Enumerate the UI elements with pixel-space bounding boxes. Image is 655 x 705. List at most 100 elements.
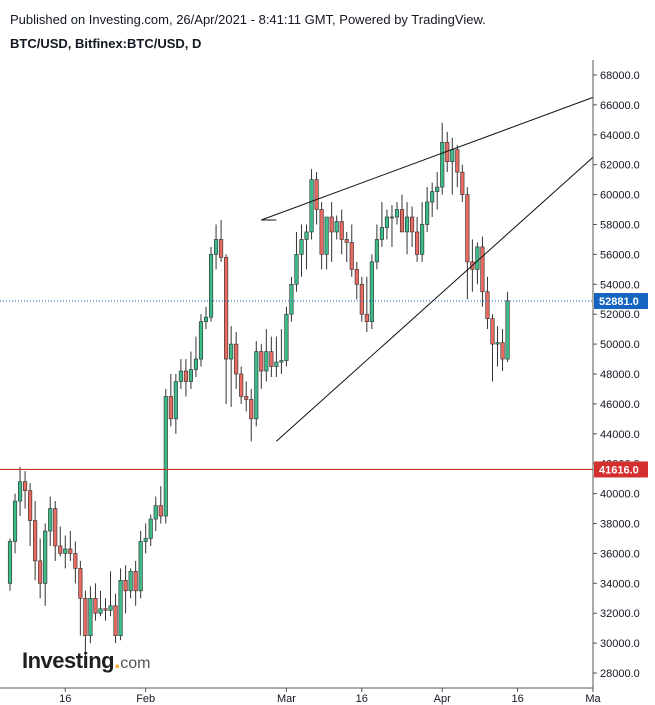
candle-body-down <box>460 171 465 195</box>
candle <box>128 568 133 599</box>
candle <box>420 202 425 262</box>
candle-body-up <box>420 224 425 255</box>
candle <box>284 306 289 367</box>
candle-body-down <box>68 548 73 554</box>
logo-main-text: Investing <box>22 648 115 673</box>
support-label-bg <box>594 461 648 478</box>
candle <box>93 583 98 621</box>
candle <box>73 541 78 584</box>
y-tick-label: 36000.0 <box>600 548 640 560</box>
candle <box>379 202 384 247</box>
investing-logo: Investing.com <box>22 648 150 674</box>
candle-body-up <box>208 254 214 318</box>
candle-body-up <box>450 149 455 162</box>
candle-body-up <box>138 541 143 592</box>
candle <box>193 336 199 377</box>
candle <box>304 224 309 270</box>
y-tick-label: 62000.0 <box>600 160 640 172</box>
x-tick-label: Mar <box>277 693 296 705</box>
y-tick-label: 52000.0 <box>600 309 640 321</box>
candle-body-down <box>364 313 369 322</box>
candle <box>58 526 63 557</box>
candle <box>133 560 138 606</box>
candle <box>108 571 113 617</box>
candle-body-down <box>485 291 490 319</box>
y-tick-label: 32000.0 <box>600 608 640 620</box>
candle <box>495 326 500 367</box>
x-tick-label: 16 <box>511 693 523 705</box>
candle-body-up <box>214 239 219 255</box>
candle-body-down <box>490 318 495 345</box>
candle-body-up <box>108 605 113 611</box>
x-tick-label: 16 <box>59 693 71 705</box>
y-tick-label: 50000.0 <box>600 339 640 351</box>
candle <box>324 216 329 270</box>
candle-body-down <box>113 605 118 636</box>
candle <box>239 366 244 404</box>
candle <box>500 329 505 372</box>
candle-body-up <box>505 300 510 360</box>
candle <box>78 560 83 636</box>
candle <box>314 172 319 225</box>
candle <box>249 388 254 442</box>
candle <box>264 329 269 382</box>
candle-body-up <box>143 538 148 542</box>
last-price-label-text: 52881.0 <box>599 296 639 308</box>
candle <box>384 209 389 240</box>
trendline <box>261 96 594 221</box>
candle-body-down <box>339 221 344 240</box>
candle <box>279 329 284 374</box>
candle <box>274 336 279 377</box>
candle-body-down <box>78 568 83 599</box>
candle <box>28 483 33 546</box>
candle-body-up <box>264 351 269 372</box>
candle-body-down <box>354 269 359 285</box>
candle-body-up <box>173 381 178 420</box>
trendlines-layer <box>0 96 594 471</box>
candle-body-down <box>53 508 58 547</box>
candle-body-down <box>239 373 244 397</box>
candle <box>505 291 510 363</box>
candle-body-down <box>344 239 349 243</box>
candle <box>234 332 239 389</box>
candle <box>269 336 274 377</box>
candle-body-up <box>284 313 289 361</box>
y-tick-label: 68000.0 <box>600 70 640 82</box>
candle <box>490 314 495 382</box>
candles-layer <box>7 122 510 659</box>
candle-body-up <box>294 254 299 285</box>
candle <box>425 187 430 232</box>
candle <box>103 598 108 621</box>
candle-body-down <box>465 194 470 263</box>
y-tick-label: 30000.0 <box>600 638 640 650</box>
candle <box>475 242 480 285</box>
candle-body-up <box>324 216 329 255</box>
candle <box>143 523 148 554</box>
candle <box>460 164 465 203</box>
candle-body-up <box>430 191 435 203</box>
candle-body-up <box>309 179 314 233</box>
candle <box>178 359 183 389</box>
y-tick-label: 54000.0 <box>600 279 640 291</box>
candle-body-up <box>12 500 18 542</box>
y-tick-label: 56000.0 <box>600 249 640 261</box>
y-tick-label: 64000.0 <box>600 130 640 142</box>
candle <box>83 590 88 659</box>
published-note: Published on Investing.com, 26/Apr/2021 … <box>10 12 486 27</box>
candle-body-up <box>188 369 193 382</box>
candle-body-down <box>329 216 334 233</box>
candle <box>173 374 178 434</box>
last-price-label: 52881.0 <box>594 293 648 310</box>
candle-body-down <box>123 580 128 592</box>
candle-body-down <box>259 351 264 372</box>
candle <box>148 514 153 546</box>
y-tick-label: 66000.0 <box>600 100 640 112</box>
candle <box>465 187 470 300</box>
candle-body-up <box>304 231 309 240</box>
candle-body-down <box>234 343 239 375</box>
x-axis-ticks: 16 Feb Mar 16 Apr 16 Ma <box>59 688 602 705</box>
candle <box>404 202 410 255</box>
y-tick-label: 60000.0 <box>600 190 640 202</box>
candle-body-down <box>219 239 224 258</box>
